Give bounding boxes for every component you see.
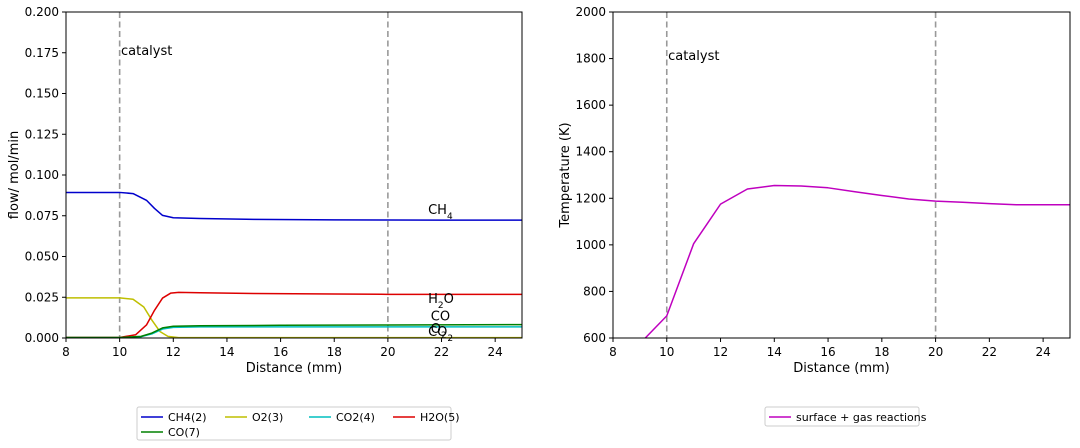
series-line-1: [644, 184, 1070, 338]
y-tick-label: 1600: [575, 98, 606, 112]
legend-entry: CH4(2): [168, 411, 207, 424]
x-axis-label: Distance (mm): [793, 361, 889, 376]
y-tick-label: 0.125: [25, 127, 59, 141]
plot-area: [644, 184, 1070, 338]
x-tick-label: 20: [928, 345, 943, 359]
series-inline-label: CO2: [428, 325, 453, 344]
x-axis-label: Distance (mm): [246, 361, 342, 376]
y-tick-label: 800: [583, 284, 606, 298]
legend: surface + gas reactions: [764, 406, 927, 427]
y-tick-label: 0.175: [25, 46, 59, 60]
series-inline-label: O2: [431, 322, 447, 341]
legend-entry: H2O(5): [420, 411, 460, 424]
x-tick-label: 24: [1035, 345, 1050, 359]
series-inline-label: H2O: [428, 292, 454, 311]
y-tick-label: 0.150: [25, 87, 59, 101]
y-tick-label: 1000: [575, 238, 606, 252]
x-tick-label: 12: [166, 345, 181, 359]
x-tick-label: 20: [380, 345, 395, 359]
y-axis-label: Temperature (K): [558, 122, 573, 228]
series-inline-label: CH4: [428, 203, 453, 222]
x-tick-label: 14: [767, 345, 782, 359]
y-tick-label: 0.200: [25, 5, 59, 19]
legend-box: [764, 406, 920, 427]
y-tick-label: 600: [583, 331, 606, 345]
chart-1: 8 10 12 14 16 18 20 22 24 0.000 0.025 0.050 0.075 0.1…: [7, 5, 523, 441]
y-tick-label: 1800: [575, 52, 606, 66]
legend-entry: CO2(4): [336, 411, 375, 424]
x-tick-label: 10: [659, 345, 674, 359]
y-tick-label: 2000: [575, 5, 606, 19]
series-line-5: [66, 323, 522, 338]
y-tick-label: 0.025: [25, 290, 59, 304]
x-tick-label: 10: [112, 345, 127, 359]
y-tick-label: 1400: [575, 145, 606, 159]
legend-entry: O2(3): [252, 411, 283, 424]
y-tick-label: 0.050: [25, 250, 59, 264]
x-tick-label: 14: [219, 345, 234, 359]
legend-entry: surface + gas reactions: [796, 411, 927, 424]
legend: CH4(2) O2(3) CO2(4) H2O(5) CO(7): [136, 406, 460, 441]
x-tick-label: 16: [273, 345, 288, 359]
axes-frame: [612, 11, 1071, 339]
x-tick-label: 12: [713, 345, 728, 359]
y-axis-label: flow/ mol/min: [7, 131, 22, 219]
x-tick-label: 8: [609, 345, 617, 359]
series-line-4: [66, 291, 522, 338]
legend-entry: CO(7): [168, 426, 200, 439]
y-tick-label: 0.100: [25, 168, 59, 182]
y-tick-label: 1200: [575, 191, 606, 205]
legend-box: [136, 406, 452, 441]
x-tick-label: 22: [434, 345, 449, 359]
x-tick-label: 18: [327, 345, 342, 359]
series-inline-label: CO: [431, 309, 450, 324]
series-line-2: [66, 297, 522, 338]
y-tick-label: 0.075: [25, 209, 59, 223]
series-line-1: [66, 191, 522, 221]
x-tick-label: 16: [820, 345, 835, 359]
chart-2: 8 10 12 14 16 18 20 22 24 600 800 1000 1200 1400 1600 1…: [558, 5, 1071, 427]
x-tick-label: 24: [488, 345, 503, 359]
axes-frame: [65, 11, 523, 339]
x-tick-label: 18: [874, 345, 889, 359]
y-tick-label: 0.000: [25, 331, 59, 345]
x-tick-label: 8: [62, 345, 70, 359]
x-tick-label: 22: [982, 345, 997, 359]
catalyst-annotation: catalyst: [668, 49, 719, 64]
plot-area: [66, 191, 522, 338]
catalyst-annotation: catalyst: [121, 44, 172, 59]
